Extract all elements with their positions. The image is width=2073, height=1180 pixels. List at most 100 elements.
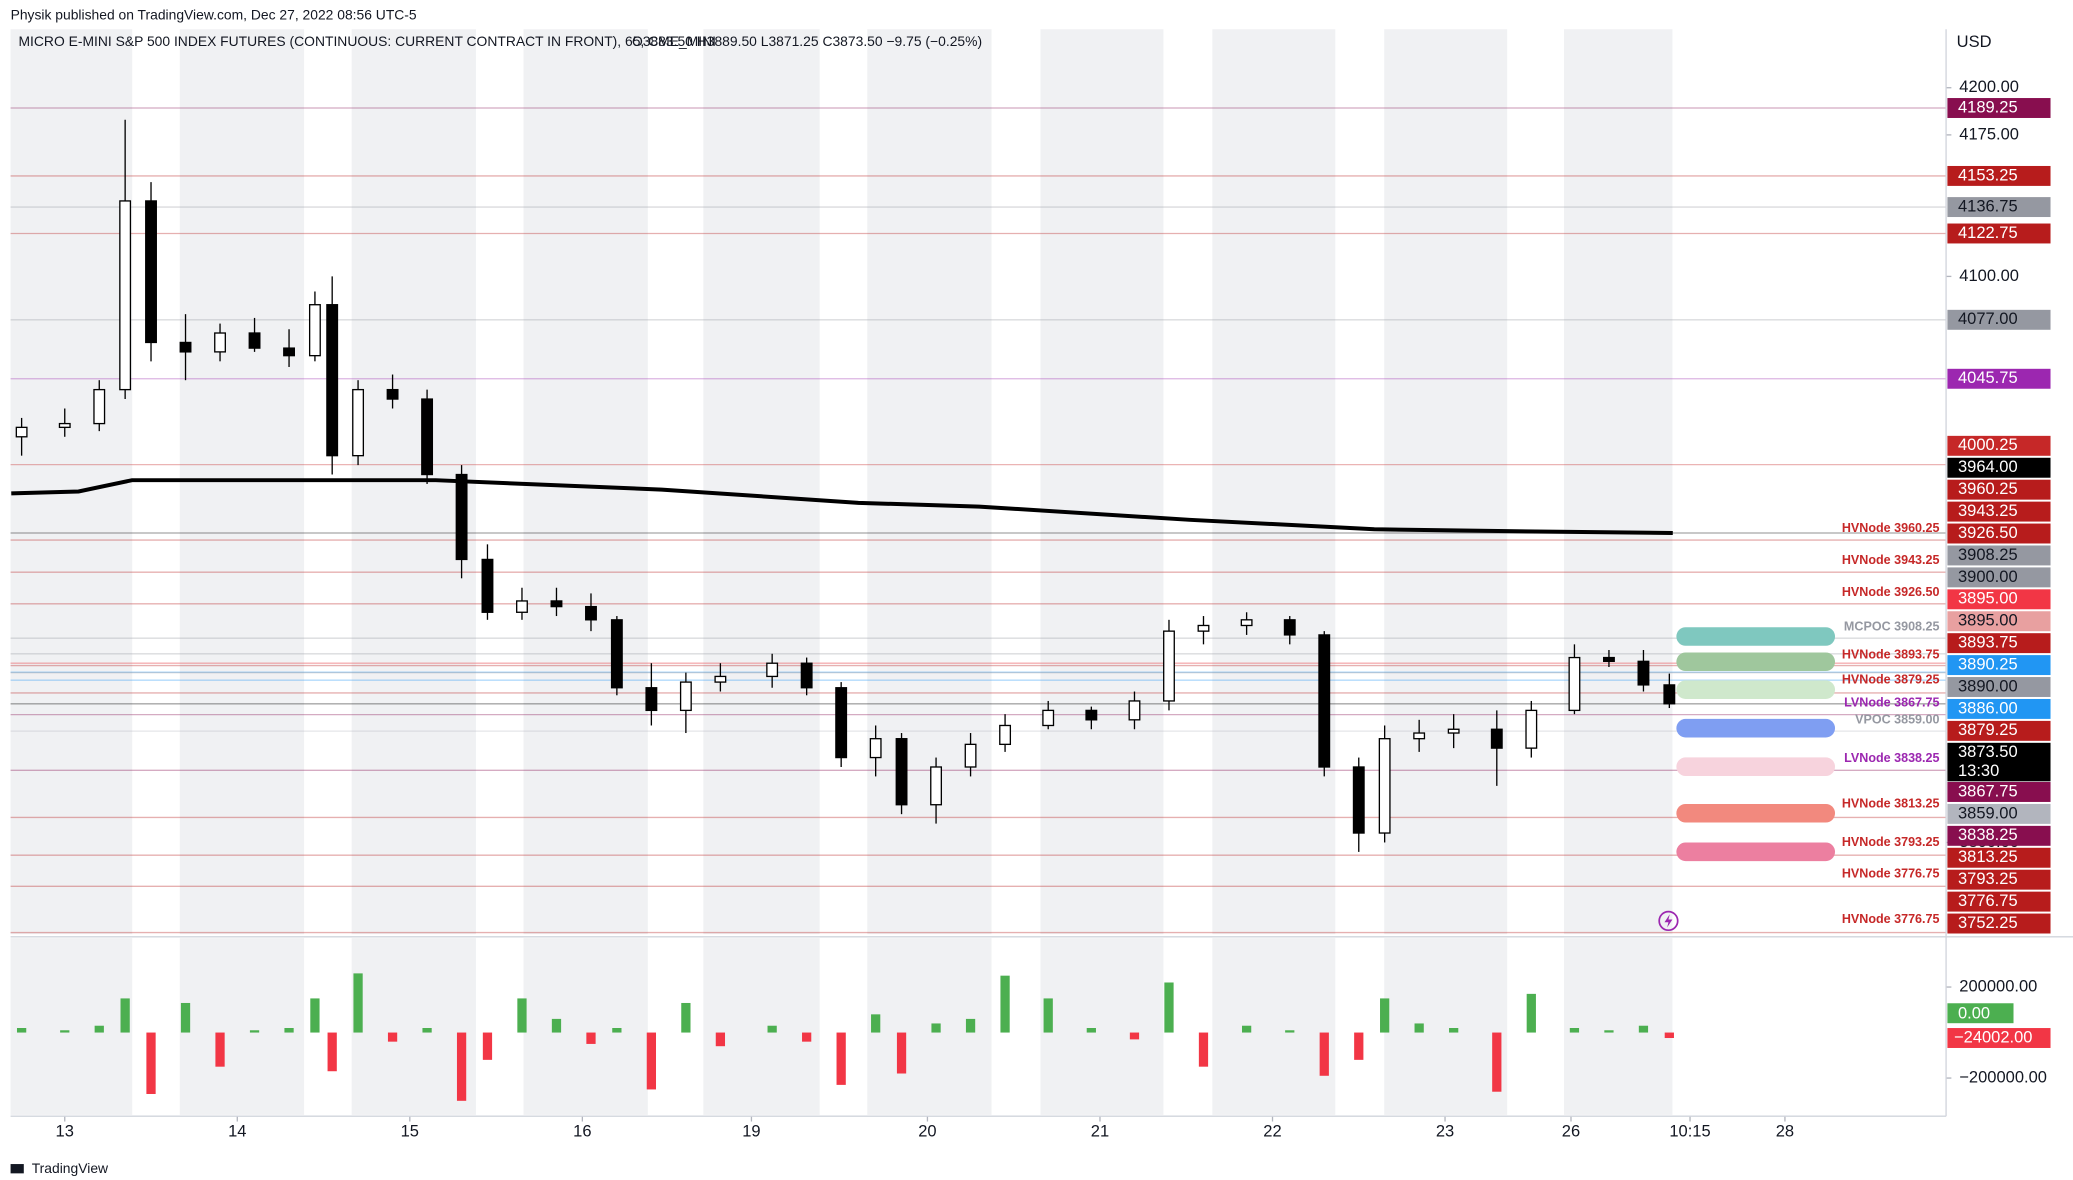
level-pills [1676,627,1836,862]
candle-body [1602,656,1615,662]
delta-bar [353,973,363,1033]
price-label-box [1947,309,2051,330]
candle-body [145,200,157,344]
price-label: 3879.25 [1958,720,2018,739]
delta-bar [387,1032,398,1042]
candle-body [283,347,295,357]
price-label: 4189.25 [1958,97,2018,116]
price-label: 3943.25 [1958,501,2018,520]
price-label: 3908.25 [1958,545,2018,564]
price-label: 4136.75 [1958,196,2018,215]
price-label-box [1947,913,2051,934]
footer-brand: TradingView [32,1160,109,1176]
price-label-box [1947,98,2051,118]
delta-bar [1526,993,1536,1033]
publisher-header: Physik published on TradingView.com, Dec… [11,7,417,23]
candle-body [1378,738,1391,834]
candle-body [421,398,434,476]
price-label-box [1947,223,2051,244]
candle-body [835,687,848,759]
delta-bar [1129,1032,1140,1040]
level-pill [1676,680,1836,699]
session-band [523,938,648,1115]
level-annotation: VPOC 3859.00 [1855,713,1939,727]
delta-bar [1354,1032,1364,1060]
session-band [1212,29,1336,935]
y-tick-label: 4200.00 [1959,77,2019,96]
delta-bar [1449,1027,1459,1033]
price-label-box [1947,742,2051,782]
delta-bar [1569,1027,1580,1033]
price-label: 3873.50 [1958,742,2018,761]
delta-bar [180,1002,191,1033]
delta-bar [215,1032,225,1067]
price-label-box [1947,523,2051,544]
delta-bar [482,1032,493,1060]
tradingview-logo: TradingView [10,1160,109,1176]
price-label: 3813.25 [1958,847,2018,866]
level-pill [1676,627,1836,646]
delta-bar [284,1027,294,1033]
candle-body [248,332,261,349]
candle-body [1525,709,1538,749]
delta-tick-label: 200000.00 [1959,976,2037,995]
alert-icon[interactable] [1658,910,1679,932]
price-label: 3867.75 [1958,781,2018,800]
candle-body [93,388,106,425]
x-tick-label: 23 [1436,1122,1454,1141]
candle-body [1128,700,1141,721]
alert-bolt [1664,914,1673,928]
delta-bar [767,1025,777,1033]
delta-bar [1164,982,1174,1033]
session-band [1384,938,1508,1115]
delta-bar [60,1030,70,1033]
price-label: 3776.75 [1958,891,2018,910]
price-label: 4000.25 [1958,435,2018,454]
price-label-box [1947,435,2051,456]
price-label-box [1947,655,2051,676]
session-band [703,938,820,1115]
x-tick-label: 14 [228,1122,246,1141]
candle-body [999,724,1012,746]
candle-body [869,738,882,759]
delta-bar [586,1032,596,1044]
price-label-box [1947,891,2051,912]
labels: 4200.004175.004100.003800.00131415161920… [56,77,2051,1141]
delta-bar [612,1027,622,1033]
price-label-box [1947,869,2051,890]
candle-body [58,422,71,429]
candle-body [15,426,28,438]
level-annotation: LVNode 3867.75 [1844,695,1939,709]
x-tick-label: 16 [573,1122,591,1141]
candle-body [214,332,226,353]
session-band [1040,29,1164,935]
delta-bar [456,1032,467,1101]
x-tick-label: 22 [1263,1122,1281,1141]
zero-label-box [1947,1003,2014,1024]
delta-tick-label: −200000.00 [1959,1067,2047,1086]
level-annotation: HVNode 3893.75 [1842,647,1940,661]
delta-bar [1086,1027,1096,1033]
session-band [1212,938,1336,1115]
candle-body [308,304,321,357]
delta-bar [1638,1025,1649,1033]
price-label: 3890.25 [1958,654,2018,673]
price-label-box [1947,825,2051,846]
delta-bar [871,1014,881,1033]
level-annotation: HVNode 3926.50 [1842,585,1940,599]
ohlc-readout: O3883.50 H3889.50 L3871.25 C3873.50 −9.7… [632,33,982,49]
level-pill [1676,652,1836,672]
delta-bar [1414,1023,1424,1033]
zero-label: 0.00 [1958,1003,1990,1022]
delta-last-box [1947,1028,2051,1048]
candle-body [585,605,597,621]
price-label: 3893.75 [1958,633,2018,652]
price-label-box [1947,545,2051,566]
session-band [351,938,476,1115]
x-tick-label: 28 [1776,1122,1794,1141]
price-label-box [1947,479,2051,500]
level-annotation: HVNode 3776.75 [1842,912,1940,926]
price-label-box [1947,457,2051,478]
moving-average [11,478,1673,536]
